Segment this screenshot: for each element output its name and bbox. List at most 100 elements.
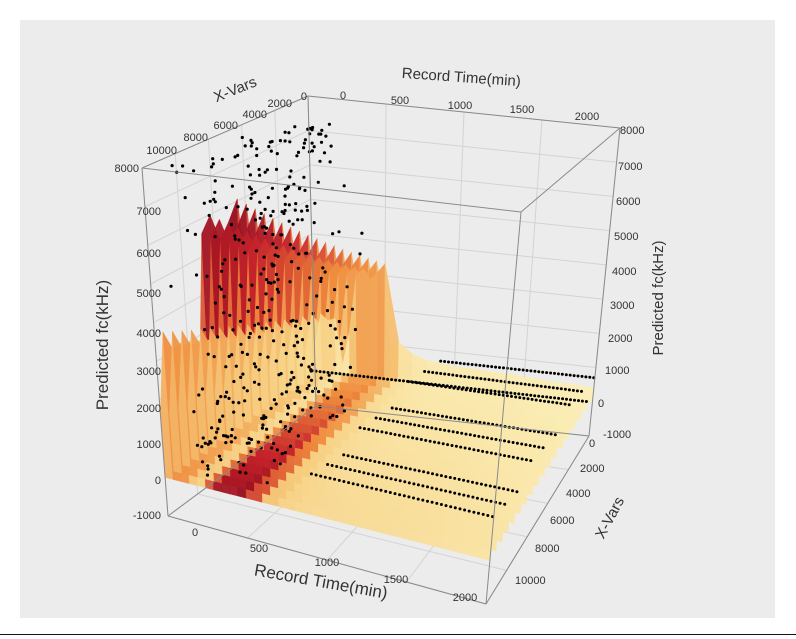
data-point (393, 433, 397, 436)
data-point (379, 488, 383, 492)
data-point (537, 394, 541, 398)
data-point (413, 468, 417, 472)
data-point (475, 496, 479, 500)
data-point (414, 380, 417, 384)
data-point (248, 173, 252, 177)
data-point (205, 473, 210, 477)
data-point (319, 376, 323, 380)
data-point (474, 363, 478, 367)
data-point (326, 371, 330, 374)
data-point (424, 438, 428, 442)
data-point (584, 400, 588, 403)
data-point (232, 379, 236, 384)
data-point (429, 382, 433, 386)
box-edge (141, 167, 169, 517)
data-point (503, 454, 506, 458)
data-point (559, 402, 563, 405)
data-point (513, 392, 517, 395)
data-point (240, 350, 244, 354)
data-point (426, 485, 429, 489)
data-point (253, 323, 257, 327)
data-point (286, 412, 290, 416)
data-point (331, 232, 335, 236)
data-point (567, 388, 571, 392)
data-point (376, 429, 379, 433)
data-point (477, 434, 481, 438)
data-point (371, 428, 375, 432)
data-point (324, 134, 328, 138)
data-point (181, 164, 185, 168)
data-point (268, 140, 272, 144)
data-point (482, 364, 486, 368)
data-point (560, 372, 564, 376)
data-point (335, 465, 339, 468)
data-point (362, 375, 366, 378)
data-point (461, 386, 465, 390)
box-edge (141, 167, 522, 213)
data-point (282, 343, 286, 347)
data-point (407, 495, 411, 499)
data-point (223, 395, 227, 399)
data-point (206, 464, 210, 468)
data-point (475, 481, 479, 485)
data-point (466, 362, 470, 366)
data-point (194, 273, 199, 277)
data-point (481, 449, 485, 453)
data-point (356, 483, 360, 487)
data-point (296, 355, 300, 359)
data-point (360, 457, 363, 461)
data-point (511, 441, 515, 444)
data-point (430, 486, 434, 490)
data-point (510, 394, 513, 398)
data-point (553, 396, 557, 400)
data-point (277, 373, 281, 377)
data-point (567, 403, 571, 407)
data-point (444, 489, 448, 493)
data-point (390, 406, 394, 410)
data-point (530, 397, 534, 401)
data-point (564, 373, 568, 377)
z-tick-right-2: 1000 (605, 365, 629, 377)
data-point (528, 444, 532, 447)
data-point (240, 135, 244, 140)
data-point (503, 502, 507, 506)
data-point (378, 417, 382, 421)
data-point (545, 371, 549, 375)
data-point (216, 335, 220, 339)
data-point (551, 400, 555, 404)
data-point (551, 386, 555, 390)
data-point (299, 326, 303, 331)
data-point (265, 427, 269, 431)
data-point (241, 413, 245, 417)
data-point (272, 458, 276, 463)
data-point (541, 370, 545, 374)
data-point (408, 422, 412, 426)
data-point (463, 508, 467, 512)
data-point (283, 202, 287, 206)
box-edge (485, 211, 522, 605)
data-point (328, 323, 333, 328)
z-axis-title-left: Predicted fc(kHz) (93, 280, 112, 410)
data-point (227, 354, 231, 358)
left-wall-z-grid (144, 129, 310, 208)
data-point (272, 398, 276, 402)
data-point (366, 472, 370, 476)
depth-tick-left-3: 6000 (214, 120, 238, 132)
data-point (203, 441, 207, 445)
z-axis-title-right: Predicted fc(kHz) (650, 240, 667, 355)
data-point (323, 475, 327, 479)
data-point (454, 361, 458, 365)
depth-tick-left-1: 2000 (268, 98, 292, 110)
data-point (307, 321, 311, 325)
data-point (208, 440, 212, 444)
data-point (294, 324, 298, 328)
data-point (407, 409, 411, 413)
data-point (341, 403, 345, 407)
data-point (313, 201, 317, 205)
data-point (420, 411, 423, 415)
data-point (364, 458, 368, 462)
depth-tick-left-0: 0 (301, 91, 307, 103)
data-point (506, 488, 510, 492)
data-point (580, 399, 584, 403)
data-point (489, 391, 493, 395)
